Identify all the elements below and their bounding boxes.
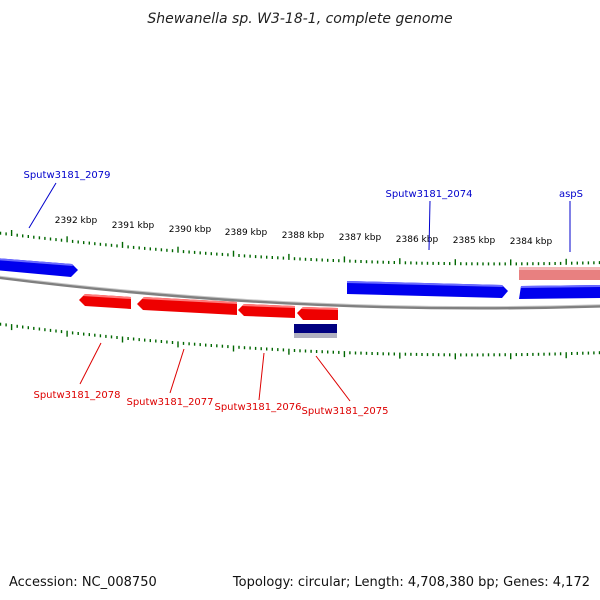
gene-highlight: [301, 307, 338, 310]
kbp-scale-labels: 2392 kbp 2391 kbp 2390 kbp 2389 kbp 2388…: [55, 216, 553, 247]
gene-highlight: [347, 281, 503, 287]
callout-line-2079: [28, 182, 57, 229]
genome-backbone: [0, 276, 600, 310]
gene-label-sputw3181-2077[interactable]: Sputw3181_2077: [126, 397, 213, 408]
kbp-label-2391: 2391 kbp: [112, 221, 155, 231]
callout-line-2078: [79, 342, 102, 385]
gene-sputw3181-2076[interactable]: [238, 304, 295, 318]
kbp-label-2390: 2390 kbp: [169, 225, 212, 235]
accession-text: Accession: NC_008750: [9, 575, 157, 590]
gene-highlight: [242, 304, 295, 308]
gene-highlight: [521, 285, 600, 288]
genome-title: Shewanella sp. W3-18-1, complete genome: [147, 11, 452, 27]
topology-summary: Topology: circular; Length: 4,708,380 bp…: [232, 575, 590, 590]
gene-asps[interactable]: [519, 285, 600, 299]
callout-line-2074: [428, 200, 431, 251]
gene-highlight: [0, 258, 73, 266]
forward-strand-genes: [0, 258, 600, 299]
gene-label-sputw3181-2078[interactable]: Sputw3181_2078: [33, 390, 120, 401]
gene-label-asps[interactable]: aspS: [559, 189, 583, 200]
kbp-label-2384: 2384 kbp: [510, 237, 553, 247]
kbp-label-2386: 2386 kbp: [396, 235, 439, 245]
kbp-label-2387: 2387 kbp: [339, 233, 382, 243]
gene-labels: Sputw3181_2079 Sputw3181_2074 aspS Sputw…: [23, 170, 583, 417]
gene-label-sputw3181-2074[interactable]: Sputw3181_2074: [385, 189, 472, 200]
kbp-label-2385: 2385 kbp: [453, 236, 496, 246]
reverse-strand-genes: [79, 294, 338, 338]
callout-line-2076: [258, 352, 265, 401]
outer-tick-ring: [0, 230, 600, 266]
inner-tick-ring: [0, 322, 600, 360]
callout-line-2077: [169, 348, 185, 394]
callout-line-2075: [315, 355, 351, 402]
rna-gene-shadow: [294, 333, 337, 338]
gene-highlight: [142, 297, 237, 304]
kbp-label-2392: 2392 kbp: [55, 216, 98, 226]
gene-highlight: [83, 294, 131, 299]
kbp-label-2389: 2389 kbp: [225, 228, 268, 238]
kbp-label-2388: 2388 kbp: [282, 231, 325, 241]
gene-highlight: [519, 267, 600, 270]
gene-label-sputw3181-2076[interactable]: Sputw3181_2076: [214, 402, 301, 413]
gene-label-sputw3181-2075[interactable]: Sputw3181_2075: [301, 406, 388, 417]
gene-sputw3181-2075[interactable]: [294, 324, 337, 333]
gene-callouts: [28, 182, 571, 402]
backbone-highlight: [0, 275, 600, 308]
gene-label-sputw3181-2079[interactable]: Sputw3181_2079: [23, 170, 110, 181]
pseudo-gene-block[interactable]: [519, 267, 600, 280]
gene-red-segment[interactable]: [297, 307, 338, 320]
